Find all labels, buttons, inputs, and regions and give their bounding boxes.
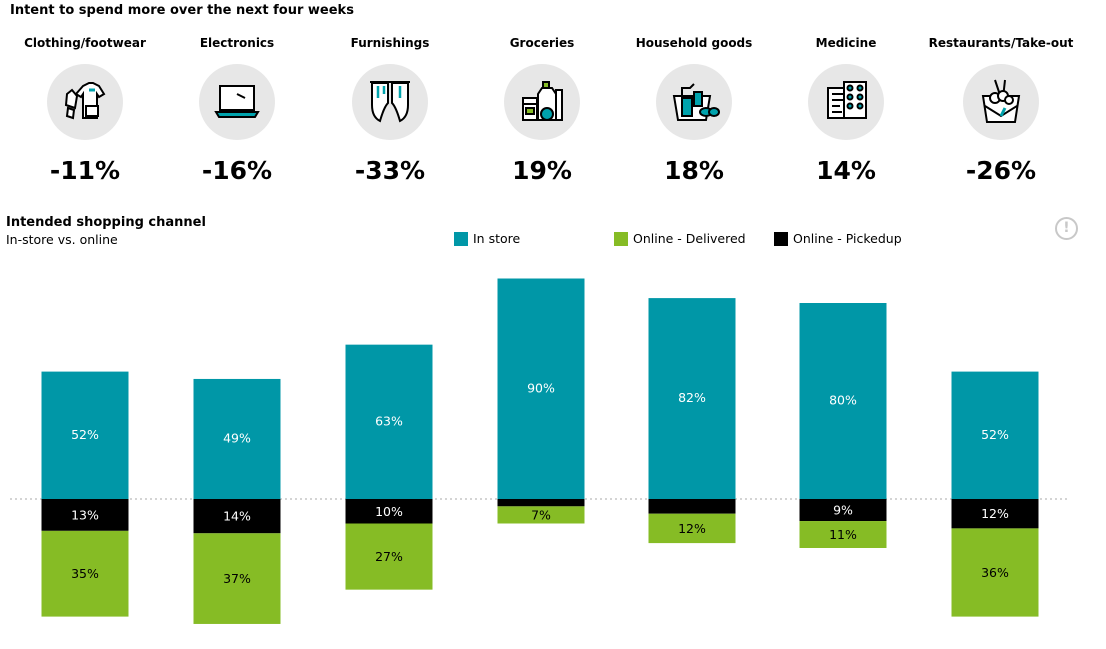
legend-online-pickedup: Online - Pickedup [774,231,902,246]
category-household-goods: Household goods 18% [619,36,769,185]
bar-label-online-delivered: 37% [223,571,251,586]
category-pct: 19% [512,156,572,185]
bar-online-delivered [951,528,1039,617]
bar-online-delivered [497,506,585,524]
category-restaurants: Restaurants/Take-out -26% [926,36,1076,185]
bar-online-delivered [799,521,887,548]
bar-in-store [951,371,1039,499]
clothing-icon [64,82,106,120]
legend-label: Online - Delivered [633,231,746,246]
page-title: Intent to spend more over the next four … [10,3,354,18]
bar-label-in-store: 52% [71,427,99,442]
bar-label-online-delivered: 36% [981,565,1009,580]
laptop-icon [214,85,260,118]
pills-icon [827,81,867,119]
bar-online-delivered [193,533,281,624]
bar-online-pickedup [799,499,887,522]
category-label: Electronics [199,36,275,50]
bar-online-pickedup [41,499,129,531]
takeout-box-icon [981,79,1021,123]
category-pct: -11% [49,156,121,185]
bar-label-online-pickedup: 9% [833,503,853,518]
legend-swatch [454,231,468,246]
bar-in-store [193,378,281,499]
exclamation-icon[interactable]: ! [1055,217,1078,240]
category-pct: 18% [664,156,724,185]
category-electronics: Electronics -16% [162,36,312,185]
bar-label-online-delivered: 7% [531,507,551,522]
category-label: Groceries [509,36,575,50]
category-medicine: Medicine 14% [771,36,921,185]
bar-online-delivered [648,513,736,544]
category-pct: -16% [201,156,273,185]
bar-label-online-delivered: 35% [71,566,99,581]
legend-swatch [774,231,788,246]
bar-label-online-pickedup: 13% [71,507,99,522]
bar-label-in-store: 82% [678,390,706,405]
bar-in-store [345,344,433,499]
bar-online-delivered [41,530,129,617]
bar-label-in-store: 90% [527,380,555,395]
legend-swatch [614,231,628,246]
bar-label-online-pickedup: 10% [375,504,403,519]
category-clothing: Clothing/footwear -11% [10,36,160,185]
category-label: Medicine [815,36,877,50]
category-label: Clothing/footwear [24,36,146,50]
bar-label-online-delivered: 12% [678,521,706,536]
bar-online-delivered [345,523,433,590]
bar-label-online-pickedup: 14% [223,509,251,524]
bar-in-store [497,278,585,499]
bar-label-online-delivered: 11% [829,527,857,542]
chart-subtitle: In-store vs. online [6,232,118,247]
bar-label-in-store: 52% [981,427,1009,442]
legend-online-delivered: Online - Delivered [614,231,746,246]
chart-title: Intended shopping channel [6,215,206,230]
category-label: Household goods [635,36,753,50]
bar-in-store [41,371,129,499]
bar-label-in-store: 63% [375,413,403,428]
category-pct: -33% [354,156,426,185]
category-label: Furnishings [350,36,430,50]
legend-label: Online - Pickedup [793,231,902,246]
curtains-icon [370,81,410,123]
grocery-bag-icon [522,81,563,121]
category-pct: 14% [816,156,876,185]
bar-in-store [799,303,887,499]
bar-in-store [648,298,736,499]
category-pct: -26% [965,156,1037,185]
bar-online-pickedup [951,499,1039,529]
bar-online-pickedup [193,499,281,534]
category-groceries: Groceries 19% [467,36,617,185]
bar-online-pickedup [345,499,433,524]
legend-label: In store [473,231,521,246]
bar-label-online-pickedup: 12% [981,506,1009,521]
category-row: Clothing/footwear -11% Electronics -16% … [0,36,1106,186]
legend-in-store: In store [454,231,520,246]
bar-label-in-store: 49% [223,430,251,445]
cleaning-supplies-icon [672,83,720,121]
bar-online-pickedup [497,499,585,507]
category-label: Restaurants/Take-out [928,36,1074,50]
bar-label-in-store: 80% [829,393,857,408]
category-furnishings: Furnishings -33% [315,36,465,185]
bar-online-pickedup [648,499,736,514]
bar-label-online-delivered: 27% [375,549,403,564]
